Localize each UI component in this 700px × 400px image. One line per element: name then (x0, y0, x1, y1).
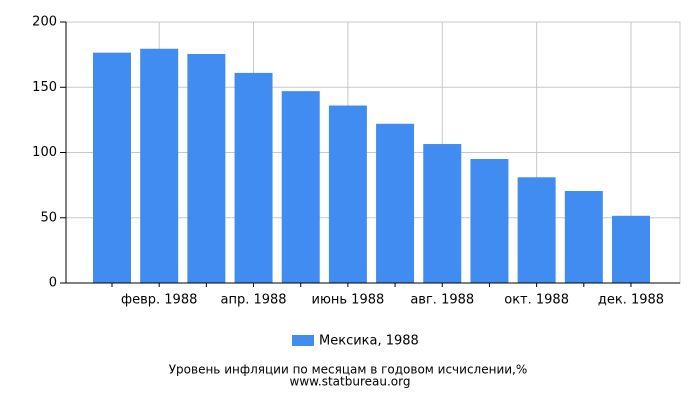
bar (423, 144, 462, 283)
y-tick-label: 50 (40, 210, 57, 225)
bar (187, 53, 226, 283)
y-tick-label: 0 (49, 276, 57, 291)
bar (517, 177, 556, 283)
bar (93, 52, 131, 284)
caption: Уровень инфляции по месяцам в годовом ис… (169, 363, 528, 377)
y-tick-label: 150 (32, 80, 57, 95)
x-tick-label: апр. 1988 (221, 293, 287, 308)
bar (281, 91, 320, 283)
x-tick-label: февр. 1988 (121, 293, 197, 308)
y-tick-label: 200 (32, 15, 57, 30)
bar (611, 215, 650, 283)
bar (564, 190, 603, 283)
bar (140, 48, 179, 283)
bar (328, 105, 367, 284)
legend-label: Мексика, 1988 (319, 334, 419, 349)
x-tick-label: окт. 1988 (504, 293, 569, 308)
legend-swatch (292, 335, 314, 346)
bar (234, 72, 273, 284)
x-tick-label: авг. 1988 (410, 293, 474, 308)
bar (376, 123, 415, 283)
source: www.statbureau.org (290, 375, 411, 389)
x-tick-label: дек. 1988 (598, 293, 664, 308)
y-tick-label: 100 (32, 145, 57, 160)
x-tick-label: июнь 1988 (312, 293, 385, 308)
bar (470, 159, 509, 283)
